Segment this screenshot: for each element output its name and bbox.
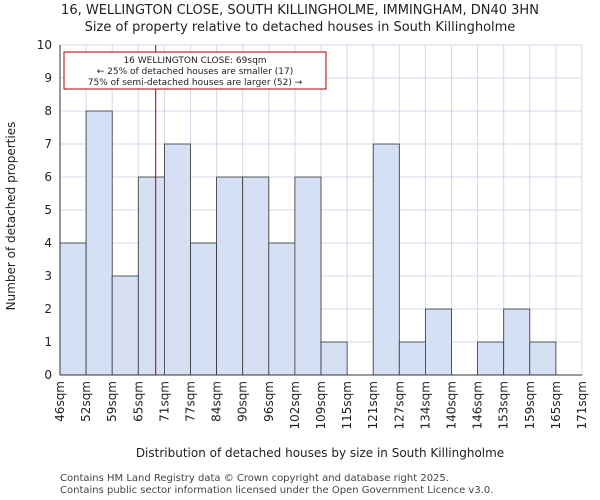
x-axis-label: Distribution of detached houses by size … <box>136 446 504 460</box>
y-tick-label: 0 <box>44 368 52 382</box>
bar <box>190 242 218 376</box>
x-tick-label: 153sqm <box>497 381 511 429</box>
x-tick-label: 121sqm <box>366 381 380 429</box>
bar <box>398 341 426 376</box>
bar <box>242 176 270 376</box>
y-tick-label: 6 <box>44 170 52 184</box>
x-tick-label: 109sqm <box>314 381 328 429</box>
bar <box>268 242 296 376</box>
x-tick-label: 165sqm <box>549 381 563 429</box>
annotation-line2: ← 25% of detached houses are smaller (17… <box>97 67 294 77</box>
bar <box>163 143 191 376</box>
x-tick-label: 90sqm <box>236 381 250 422</box>
y-tick-label: 2 <box>44 302 52 316</box>
bar <box>59 242 87 376</box>
annotation-box <box>63 51 327 90</box>
bar <box>294 176 322 376</box>
bar <box>137 176 165 376</box>
x-tick-label: 46sqm <box>53 381 67 422</box>
bar <box>216 176 244 376</box>
chart-subtitle: Size of property relative to detached ho… <box>84 20 516 35</box>
y-axis-label: Number of detached properties <box>4 122 18 311</box>
bar <box>111 275 139 376</box>
annotation-line1: 16 WELLINGTON CLOSE: 69sqm <box>123 56 266 66</box>
bar <box>424 308 452 376</box>
x-tick-label: 52sqm <box>79 381 93 422</box>
x-tick-label: 115sqm <box>340 381 354 429</box>
x-tick-label: 127sqm <box>392 381 406 429</box>
axis-layer: 0 1 2 3 4 5 6 7 8 9 10 46sqm 52sqm 59sqm 65sqm 71sqm 77s… <box>37 38 589 429</box>
x-tick-label: 71sqm <box>157 381 171 422</box>
y-tick-label: 8 <box>44 104 52 118</box>
x-tick-label: 102sqm <box>288 381 302 429</box>
y-tick-label: 5 <box>44 203 52 217</box>
y-tick-label: 7 <box>44 137 52 151</box>
bar-layer <box>59 110 557 376</box>
x-tick-label: 77sqm <box>184 381 198 422</box>
bar <box>503 308 531 376</box>
x-tick-label: 140sqm <box>445 381 459 429</box>
bar <box>372 143 400 376</box>
x-tick-label: 84sqm <box>210 381 224 422</box>
marker-layer: 16 WELLINGTON CLOSE: 69sqm← 25% of detac… <box>63 45 327 375</box>
y-tick-label: 10 <box>37 38 52 52</box>
bar <box>85 110 113 376</box>
y-tick-label: 4 <box>44 236 52 250</box>
y-tick-label: 3 <box>44 269 52 283</box>
chart-title-block: 16, WELLINGTON CLOSE, SOUTH KILLINGHOLME… <box>0 2 600 36</box>
x-tick-label: 65sqm <box>131 381 145 422</box>
x-tick-label: 146sqm <box>471 381 485 429</box>
x-tick-label: 96sqm <box>262 381 276 422</box>
x-tick-label: 159sqm <box>523 381 537 429</box>
y-tick-label: 9 <box>44 71 52 85</box>
annotation-line3: 75% of semi-detached houses are larger (… <box>88 78 303 88</box>
chart-title: 16, WELLINGTON CLOSE, SOUTH KILLINGHOLME… <box>61 3 539 18</box>
x-tick-label: 59sqm <box>105 381 119 422</box>
footer-line-1: Contains HM Land Registry data © Crown c… <box>60 473 449 484</box>
x-tick-label: 134sqm <box>418 381 432 429</box>
bar <box>529 341 557 376</box>
y-tick-label: 1 <box>44 335 52 349</box>
bar <box>320 341 348 376</box>
x-tick-label: 171sqm <box>575 381 589 429</box>
bar <box>477 341 505 376</box>
footer-line-2: Contains public sector information licen… <box>60 485 494 496</box>
